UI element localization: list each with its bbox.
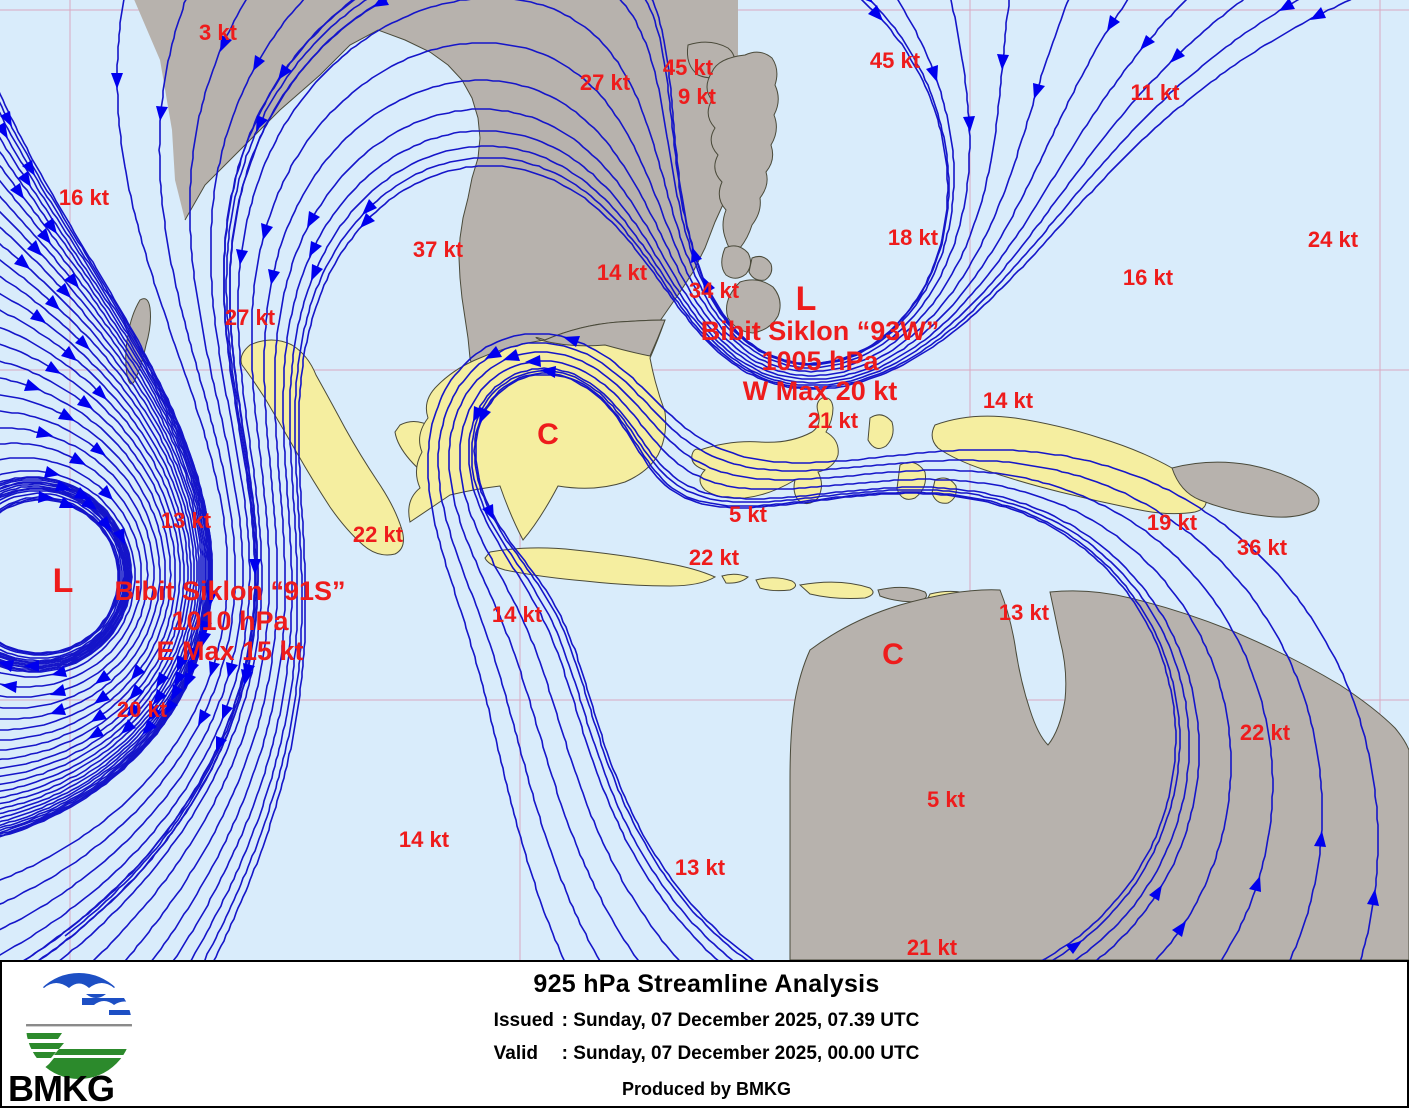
svg-text:18 kt: 18 kt: [888, 225, 939, 250]
svg-text:W Max 20 kt: W Max 20 kt: [743, 376, 898, 406]
svg-text:34 kt: 34 kt: [689, 278, 740, 303]
svg-text:21 kt: 21 kt: [808, 408, 859, 433]
svg-text:27 kt: 27 kt: [580, 70, 631, 95]
svg-text:1005 hPa: 1005 hPa: [761, 346, 879, 376]
svg-text:45 kt: 45 kt: [870, 48, 921, 73]
svg-text:16 kt: 16 kt: [59, 185, 110, 210]
svg-text:20 kt: 20 kt: [117, 697, 168, 722]
svg-text:5 kt: 5 kt: [927, 787, 966, 812]
svg-text:14 kt: 14 kt: [983, 388, 1034, 413]
svg-text:13 kt: 13 kt: [675, 855, 726, 880]
svg-text:14 kt: 14 kt: [597, 260, 648, 285]
svg-text:45 kt: 45 kt: [663, 55, 714, 80]
svg-text:L: L: [53, 562, 74, 600]
svg-text:37 kt: 37 kt: [413, 237, 464, 262]
svg-text:36 kt: 36 kt: [1237, 535, 1288, 560]
svg-text:3 kt: 3 kt: [199, 20, 238, 45]
svg-text:22 kt: 22 kt: [1240, 720, 1291, 745]
svg-text:11 kt: 11 kt: [1131, 80, 1181, 105]
svg-text:13 kt: 13 kt: [161, 508, 212, 533]
svg-text:22 kt: 22 kt: [689, 545, 740, 570]
svg-text:Bibit Siklon “93W”: Bibit Siklon “93W”: [701, 316, 940, 346]
svg-text:14 kt: 14 kt: [492, 602, 543, 627]
svg-text:E Max 15 kt: E Max 15 kt: [156, 636, 303, 666]
svg-text:C: C: [882, 638, 904, 671]
svg-text:24 kt: 24 kt: [1308, 227, 1359, 252]
svg-text:5 kt: 5 kt: [729, 502, 768, 527]
svg-text:22 kt: 22 kt: [353, 522, 404, 547]
svg-text:1010 hPa: 1010 hPa: [171, 606, 289, 636]
svg-text:L: L: [796, 280, 817, 318]
svg-text:C: C: [537, 418, 559, 451]
svg-text:Bibit Siklon “91S”: Bibit Siklon “91S”: [114, 576, 345, 606]
svg-text:27 kt: 27 kt: [225, 305, 276, 330]
svg-text:13 kt: 13 kt: [999, 600, 1050, 625]
svg-text:19 kt: 19 kt: [1147, 510, 1198, 535]
svg-text:14 kt: 14 kt: [399, 827, 450, 852]
svg-text:9 kt: 9 kt: [678, 84, 717, 109]
svg-text:21 kt: 21 kt: [907, 935, 958, 960]
svg-text:16 kt: 16 kt: [1123, 265, 1174, 290]
